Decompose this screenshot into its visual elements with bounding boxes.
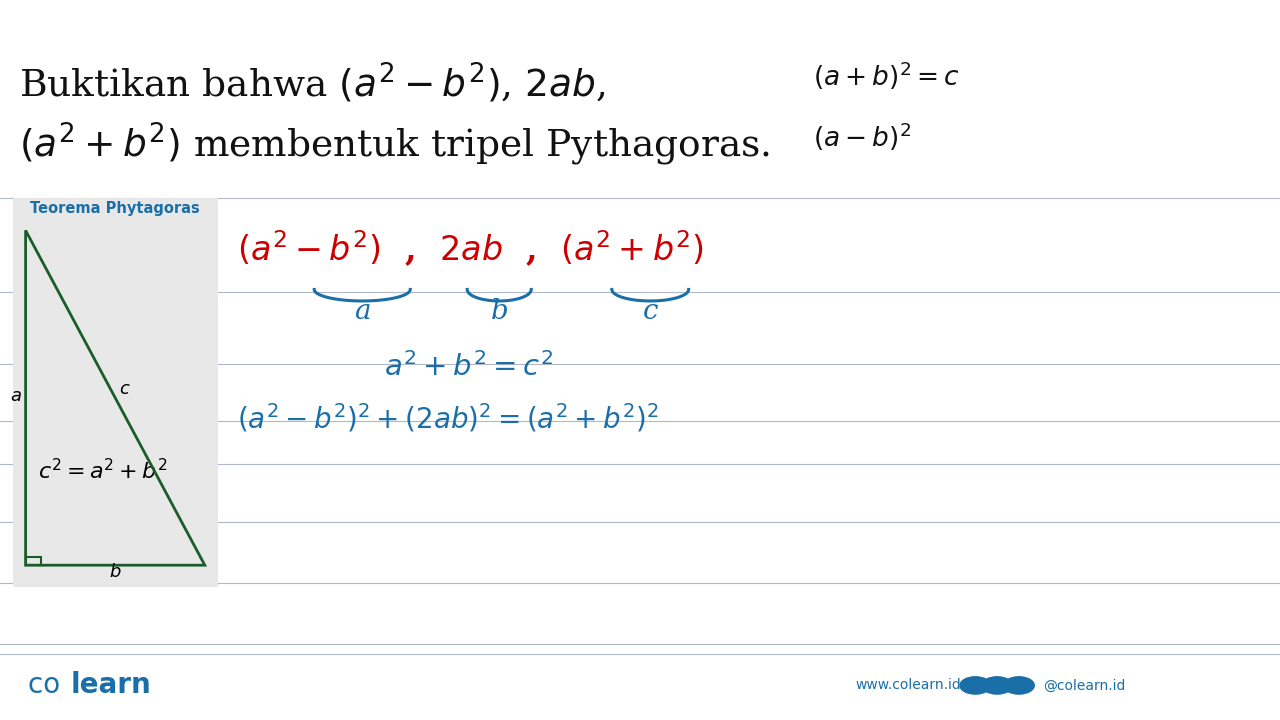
Text: www.colearn.id: www.colearn.id: [855, 678, 961, 693]
Text: $c^2 = a^2 + b^2$: $c^2 = a^2 + b^2$: [38, 459, 168, 484]
FancyBboxPatch shape: [13, 198, 218, 587]
Text: c: c: [119, 380, 129, 397]
Circle shape: [960, 677, 991, 694]
Text: Teorema Phytagoras: Teorema Phytagoras: [31, 202, 200, 216]
Text: a: a: [10, 387, 20, 405]
Circle shape: [1004, 677, 1034, 694]
Text: $(a^2-b^2)$  ,  $2ab$  ,  $(a^2+b^2)$: $(a^2-b^2)$ , $2ab$ , $(a^2+b^2)$: [237, 228, 704, 269]
Text: learn: learn: [70, 672, 151, 699]
Text: $(a+b)^2 = c$: $(a+b)^2 = c$: [813, 59, 960, 92]
Text: $a^2+b^2 = c^2$: $a^2+b^2 = c^2$: [384, 352, 553, 382]
Circle shape: [982, 677, 1012, 694]
Text: @colearn.id: @colearn.id: [1043, 678, 1125, 693]
Text: Buktikan bahwa $(a^2 - b^2)$, $2ab$,: Buktikan bahwa $(a^2 - b^2)$, $2ab$,: [19, 60, 605, 105]
Text: co: co: [28, 672, 69, 699]
Text: $(a^2 + b^2)$ membentuk tripel Pythagoras.: $(a^2 + b^2)$ membentuk tripel Pythagora…: [19, 120, 771, 168]
Text: $(a-b)^2$: $(a-b)^2$: [813, 120, 911, 153]
Text: b: b: [490, 297, 508, 325]
Text: a: a: [355, 297, 370, 325]
Text: b: b: [110, 563, 120, 582]
Text: $(a^2-b^2)^2+(2ab)^2=(a^2+b^2)^2$: $(a^2-b^2)^2+(2ab)^2=(a^2+b^2)^2$: [237, 401, 659, 434]
Text: c: c: [643, 297, 658, 325]
